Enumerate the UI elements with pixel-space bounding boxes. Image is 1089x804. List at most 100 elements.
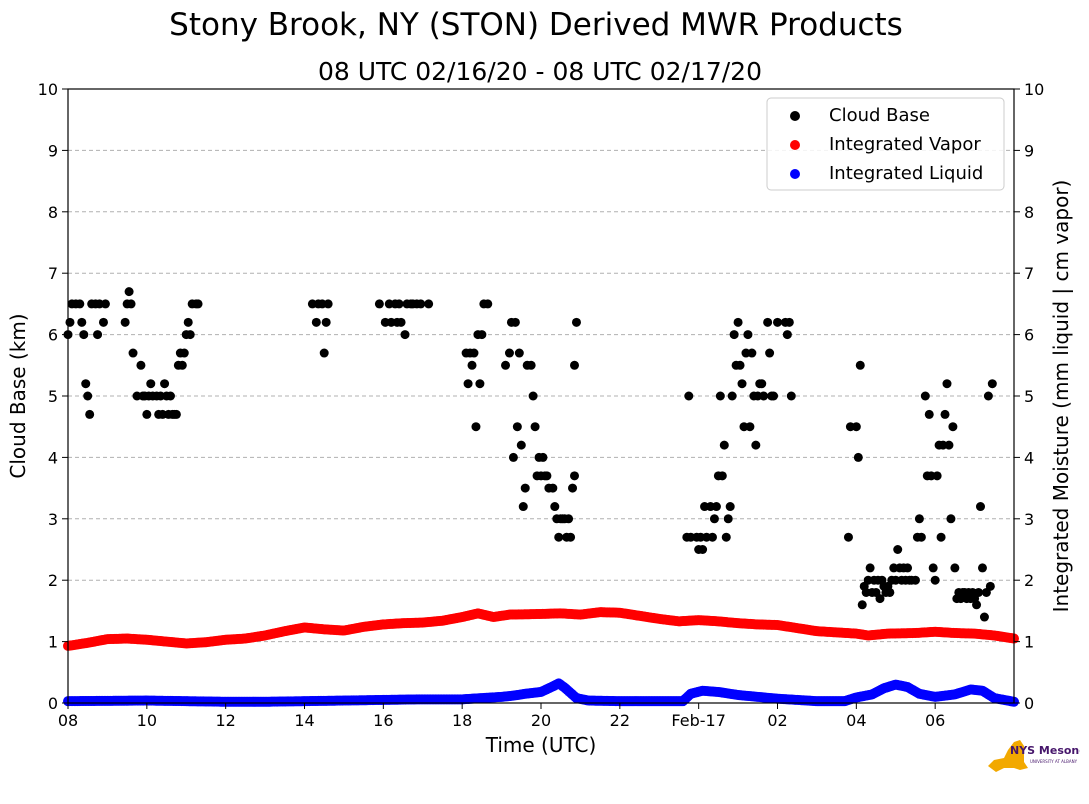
x-tick-label-0: 08 bbox=[58, 711, 78, 730]
cloud-base-point bbox=[719, 440, 729, 450]
integrated-vapor-series bbox=[63, 607, 1019, 651]
cloud-base-point bbox=[786, 391, 796, 401]
cloud-base-point bbox=[319, 348, 329, 358]
cloud-base-point bbox=[910, 575, 920, 585]
cloud-base-point bbox=[568, 483, 578, 493]
legend-marker-integrated-vapor bbox=[790, 140, 800, 150]
cloud-base-point bbox=[185, 330, 195, 340]
cloud-base-point bbox=[471, 422, 481, 432]
y-tick-label-6: 6 bbox=[48, 326, 58, 345]
cloud-base-point bbox=[893, 545, 903, 554]
cloud-base-point bbox=[571, 317, 581, 327]
y2-tick-label-6: 6 bbox=[1024, 326, 1034, 345]
cloud-base-point bbox=[75, 299, 85, 309]
cloud-base-point bbox=[477, 330, 487, 340]
cloud-base-point bbox=[514, 348, 524, 358]
chart-subtitle: 08 UTC 02/16/20 - 08 UTC 02/17/20 bbox=[318, 57, 762, 86]
cloud-base-point bbox=[526, 360, 536, 370]
legend-marker-integrated-liquid bbox=[790, 169, 800, 179]
cloud-base-point bbox=[743, 330, 753, 340]
cloud-base-point bbox=[516, 440, 526, 450]
cloud-base-point bbox=[160, 379, 170, 389]
x-tick-label-12: 20 bbox=[531, 711, 551, 730]
logo-subtext: UNIVERSITY AT ALBANY bbox=[1030, 759, 1078, 764]
integrated-liquid-series bbox=[63, 678, 1019, 707]
cloud-base-point bbox=[684, 391, 694, 401]
y2-axis-label: Integrated Moisture (mm liquid | cm vapo… bbox=[1049, 180, 1073, 613]
cloud-base-point bbox=[782, 330, 792, 340]
y-tick-label-7: 7 bbox=[48, 264, 58, 283]
y2-tick-label-2: 2 bbox=[1024, 571, 1034, 590]
cloud-base-point bbox=[564, 514, 574, 524]
cloud-base-point bbox=[120, 317, 130, 327]
cloud-base-point bbox=[853, 452, 863, 462]
cloud-base-point bbox=[773, 317, 782, 327]
cloud-base-point bbox=[469, 348, 479, 358]
legend: Cloud Base Integrated Vapor Integrated L… bbox=[766, 97, 1005, 191]
cloud-base-point bbox=[566, 532, 576, 542]
legend-box bbox=[766, 97, 1005, 191]
y-tick-label-9: 9 bbox=[48, 141, 58, 160]
cloud-base-point bbox=[396, 317, 406, 327]
cloud-base-point bbox=[709, 514, 719, 524]
cloud-base-point bbox=[974, 587, 984, 597]
cloud-base-point bbox=[946, 514, 956, 524]
legend-label-cloud-base: Cloud Base bbox=[829, 105, 930, 126]
legend-label-integrated-vapor: Integrated Vapor bbox=[829, 134, 981, 155]
cloud-base-point bbox=[128, 348, 138, 358]
cloud-base-point bbox=[987, 379, 997, 389]
y-axis-label: Cloud Base (km) bbox=[6, 313, 30, 478]
cloud-base-point bbox=[950, 563, 960, 573]
x-tick-label-20: 04 bbox=[846, 711, 866, 730]
cloud-base-point bbox=[171, 409, 181, 419]
cloud-base-point bbox=[979, 612, 989, 622]
cloud-base-point bbox=[528, 391, 538, 401]
cloud-base-point bbox=[424, 299, 434, 309]
x-tick-label-2: 10 bbox=[137, 711, 157, 730]
cloud-base-point bbox=[65, 317, 75, 327]
cloud-base-point bbox=[93, 330, 103, 340]
cloud-base-point bbox=[126, 299, 136, 309]
chart-title: Stony Brook, NY (STON) Derived MWR Produ… bbox=[169, 7, 903, 43]
cloud-base-point bbox=[875, 594, 885, 604]
legend-label-integrated-liquid: Integrated Liquid bbox=[829, 163, 983, 184]
y-tick-label-3: 3 bbox=[48, 510, 58, 529]
y-tick-label-2: 2 bbox=[48, 571, 58, 590]
y-tick-label-10: 10 bbox=[38, 80, 58, 99]
x-tick-label-22: 06 bbox=[925, 711, 945, 730]
cloud-base-point bbox=[530, 422, 540, 432]
cloud-base-point bbox=[721, 532, 731, 542]
cloud-base-point bbox=[177, 360, 187, 370]
cloud-base-point bbox=[323, 299, 333, 309]
cloud-base-point bbox=[729, 330, 739, 340]
cloud-base-point bbox=[518, 502, 528, 512]
cloud-base-point bbox=[394, 299, 404, 309]
cloud-base-point bbox=[916, 532, 926, 542]
cloud-base-point bbox=[374, 299, 384, 309]
nys-mesonet-logo: NYS Mesonet UNIVERSITY AT ALBANY bbox=[984, 738, 1089, 778]
cloud-base-point bbox=[944, 440, 954, 450]
cloud-base-point bbox=[501, 360, 511, 370]
cloud-base-point bbox=[784, 317, 794, 327]
cloud-base-point bbox=[932, 471, 942, 481]
cloud-base-point bbox=[747, 348, 757, 358]
ny-state-shape-icon bbox=[988, 740, 1028, 772]
cloud-base-point bbox=[903, 563, 913, 573]
cloud-base-point bbox=[769, 391, 779, 401]
cloud-base-point bbox=[735, 360, 745, 370]
cloud-base-point bbox=[193, 299, 203, 309]
x-tick-label-18: 02 bbox=[767, 711, 787, 730]
x-tick-label-16: Feb-17 bbox=[671, 711, 725, 730]
cloud-base-point bbox=[570, 360, 580, 370]
y-tick-label-4: 4 bbox=[48, 448, 58, 467]
cloud-base-point bbox=[512, 422, 522, 432]
cloud-base-point bbox=[930, 575, 940, 585]
cloud-base-point bbox=[715, 391, 725, 401]
cloud-base-point bbox=[98, 317, 108, 327]
cloud-base-point bbox=[948, 422, 958, 432]
cloud-base-point bbox=[142, 409, 152, 419]
cloud-base-point bbox=[727, 391, 737, 401]
cloud-base-point bbox=[81, 379, 91, 389]
cloud-base-point bbox=[83, 391, 93, 401]
